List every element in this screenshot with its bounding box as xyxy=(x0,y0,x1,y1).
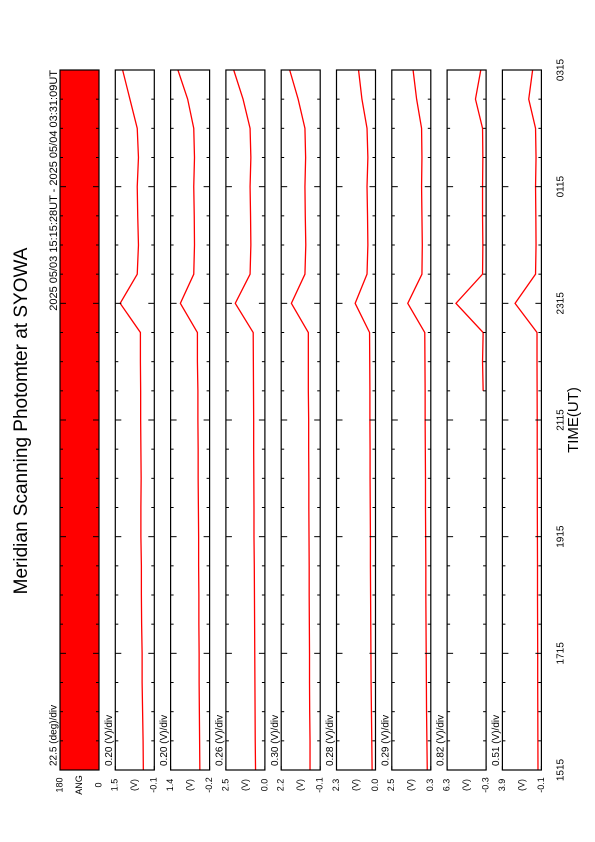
y-axis-label: (V) xyxy=(406,779,416,791)
y-axis-label: (V) xyxy=(461,779,471,791)
y-tick-label: 0.3 xyxy=(425,779,435,792)
y-axis-label: (V) xyxy=(240,779,250,791)
y-tick-label: 0.0 xyxy=(370,779,380,792)
line xyxy=(119,69,144,771)
scale-label: 0.29 (V)/div xyxy=(380,715,391,766)
y-axis-label: ANG xyxy=(74,775,84,795)
y-tick-label: 0 xyxy=(93,782,103,787)
scale-label: 0.26 (V)/div xyxy=(215,715,226,766)
scale-label: 0.20 (V)/div xyxy=(159,715,170,766)
y-axis-label: (V) xyxy=(129,779,139,791)
y-tick-label: -0.1 xyxy=(536,777,546,793)
y-tick-label: 2.2 xyxy=(276,779,286,792)
y-tick-label: 1.4 xyxy=(165,779,175,792)
y-tick-label: -0.3 xyxy=(480,777,490,793)
scale-label: 22.5 (deg)/div xyxy=(49,705,60,766)
line xyxy=(177,69,201,771)
x-tick-label: 2315 xyxy=(556,292,567,315)
y-tick-label: 2.3 xyxy=(331,779,341,792)
scale-label: 0.82 (V)/div xyxy=(436,715,447,766)
y-axis-label: (V) xyxy=(516,779,526,791)
y-tick-label: 0.0 xyxy=(259,779,269,792)
line xyxy=(514,69,539,771)
x-tick-label: 0315 xyxy=(556,58,567,81)
y-tick-label: 6.3 xyxy=(441,779,451,792)
x-tick-label: 1715 xyxy=(556,642,567,665)
x-tick-label: 2115 xyxy=(556,409,567,431)
y-tick-label: -0.2 xyxy=(204,777,214,793)
y-tick-label: 2.5 xyxy=(220,779,230,792)
x-axis-label: TIME(UT) xyxy=(565,387,582,453)
x-tick-label: 1915 xyxy=(556,525,567,548)
y-tick-label: -0.1 xyxy=(149,777,159,793)
scale-label: 0.30 (V)/div xyxy=(270,715,281,766)
x-tick-label: 1515 xyxy=(556,758,567,781)
scale-label: 0.20 (V)/div xyxy=(104,715,115,766)
y-axis-label: (V) xyxy=(295,779,305,791)
y-tick-label: -0.1 xyxy=(315,777,325,793)
subtitle: 2025 05/03 15:15:28UT - 2025 05/04 03:31… xyxy=(48,70,60,311)
scale-label: 0.51 (V)/div xyxy=(491,715,502,766)
y-tick-label: 3.9 xyxy=(497,779,507,792)
y-tick-label: 180 xyxy=(54,777,64,792)
line xyxy=(455,69,484,391)
line xyxy=(233,69,257,771)
y-axis-label: (V) xyxy=(350,779,360,791)
line xyxy=(407,69,428,771)
x-tick-label: 0115 xyxy=(556,175,567,197)
y-tick-label: 1.5 xyxy=(110,779,120,792)
chart-title: Meridian Scanning Photomter at SYOWA xyxy=(11,247,32,594)
scale-label: 0.28 (V)/div xyxy=(325,715,336,766)
area xyxy=(60,70,99,770)
line xyxy=(289,69,311,770)
y-tick-label: 2.5 xyxy=(386,779,396,792)
y-axis-label: (V) xyxy=(184,779,194,791)
